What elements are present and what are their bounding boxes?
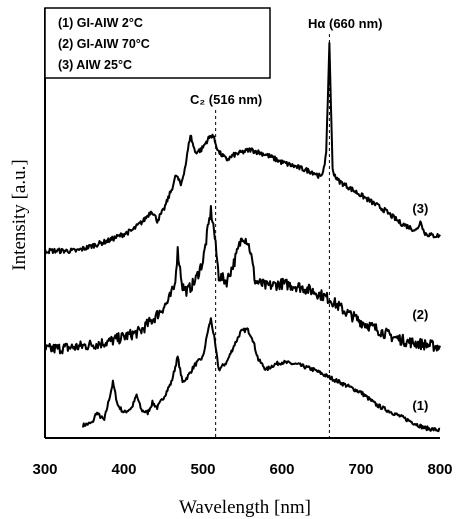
series-line-1: [81, 317, 441, 433]
y-axis-title: Intensity [a.u.]: [9, 159, 30, 270]
x-tick-labels: 300 400 500 600 700 800: [32, 461, 452, 478]
x-tick-label: 600: [269, 461, 294, 478]
x-tick-label: 800: [427, 461, 452, 478]
legend-entry-1: (1) GI-AIW 2°C: [58, 16, 143, 30]
series-label-2: (2): [412, 307, 428, 322]
series-line-3: [44, 42, 441, 255]
legend-box: [44, 7, 271, 79]
legend-entry-2: (2) GI-AIW 70°C: [58, 37, 150, 51]
series-label-3: (3): [412, 201, 428, 216]
legend-entry-3: (3) AIW 25°C: [58, 58, 132, 72]
c2-annotation: C₂ (516 nm): [190, 92, 262, 107]
x-tick-label: 400: [111, 461, 136, 478]
x-tick-label: 700: [348, 461, 373, 478]
series-label-1: (1): [412, 398, 428, 413]
x-axis-title: Wavelength [nm]: [179, 497, 311, 518]
x-tick-label: 300: [32, 461, 57, 478]
series-line-2: [44, 205, 441, 355]
x-tick-label: 500: [190, 461, 215, 478]
legend: (1) GI-AIW 2°C (2) GI-AIW 70°C (3) AIW 2…: [44, 7, 271, 79]
series-label-group: (1) (2) (3): [412, 201, 428, 413]
series-group: [44, 42, 441, 433]
h-alpha-annotation: Hα (660 nm): [308, 16, 382, 31]
